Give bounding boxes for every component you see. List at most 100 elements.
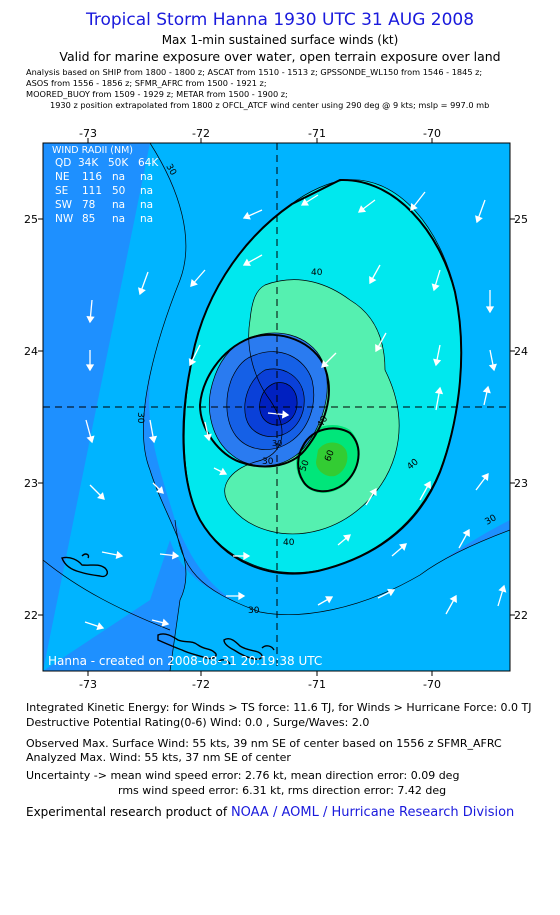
lat-label-right: 25 bbox=[514, 213, 528, 226]
radii-cell: 116 bbox=[82, 171, 102, 183]
wind-arrow bbox=[242, 254, 263, 266]
radii-cell: SW bbox=[55, 199, 73, 211]
wind-arrow bbox=[213, 467, 228, 476]
wind-band-70 bbox=[316, 442, 348, 477]
radii-cell: na bbox=[112, 213, 125, 225]
wind-field: 30 40 50 60 30 40 30 30 30 40 30 40 WIND… bbox=[43, 143, 510, 671]
radii-cell: NE bbox=[55, 171, 70, 183]
wind-arrow bbox=[267, 410, 290, 419]
product-credit: Experimental research product of NOAA / … bbox=[26, 805, 514, 820]
lat-label-right: 23 bbox=[514, 477, 528, 490]
wind-arrow bbox=[475, 199, 486, 224]
wind-arrow bbox=[434, 386, 444, 411]
lon-label-top: -72 bbox=[192, 127, 210, 140]
uncertainty-line-1: Uncertainty -> mean wind speed error: 2.… bbox=[26, 769, 460, 782]
wind-arrow bbox=[85, 350, 95, 372]
wind-arrow bbox=[485, 290, 495, 314]
lon-label-bottom: -72 bbox=[192, 678, 210, 691]
radii-cell: na bbox=[112, 199, 125, 211]
wind-radii-table: WIND RADII (NM) QD 34K 50K 64K NE 116 na na… bbox=[52, 145, 159, 225]
radii-header: QD bbox=[55, 157, 71, 169]
dpr-line: Destructive Potential Rating(0-6) Wind: … bbox=[26, 716, 370, 729]
wind-arrow bbox=[375, 332, 387, 353]
wind-arrow bbox=[337, 534, 351, 546]
lon-label-top: -70 bbox=[423, 127, 441, 140]
lon-label-top: -73 bbox=[79, 127, 97, 140]
lon-label-bottom: -70 bbox=[423, 678, 441, 691]
hrd-link[interactable]: NOAA / AOML / Hurricane Research Divisio… bbox=[230, 805, 515, 820]
wind-arrow bbox=[488, 349, 497, 372]
lat-labels: 25 24 23 22 25 24 23 22 bbox=[24, 213, 528, 622]
wind-arrow bbox=[497, 584, 507, 607]
wind-arrow bbox=[458, 528, 470, 549]
analysis-line-1: Analysis based on SHIP from 1800 - 1800 … bbox=[26, 67, 483, 77]
radii-cell: na bbox=[140, 185, 153, 197]
wind-arrow bbox=[410, 191, 426, 211]
lat-label-left: 23 bbox=[24, 477, 38, 490]
lon-label-top: -71 bbox=[308, 127, 326, 140]
wind-arrow bbox=[226, 591, 246, 601]
wind-arrow bbox=[148, 419, 158, 444]
lat-label-left: 22 bbox=[24, 609, 38, 622]
contour-label: 40 bbox=[311, 268, 323, 278]
lon-label-bottom: -73 bbox=[79, 678, 97, 691]
ike-line: Integrated Kinetic Energy: for Winds > T… bbox=[26, 701, 532, 714]
radii-cell: 78 bbox=[82, 199, 95, 211]
radii-cell: na bbox=[140, 213, 153, 225]
wind-arrow bbox=[431, 269, 441, 292]
wind-arrow bbox=[475, 472, 489, 491]
radii-cell: SE bbox=[55, 185, 68, 197]
wind-arrow bbox=[233, 551, 251, 561]
analysis-line-2: ASOS from 1556 - 1856 z; SFMR_AFRC from … bbox=[26, 78, 267, 88]
thick-contours bbox=[182, 178, 463, 575]
radii-cell: NW bbox=[55, 213, 74, 225]
wind-arrow bbox=[482, 385, 491, 406]
wind-arrow bbox=[89, 484, 105, 500]
wind-arrow bbox=[365, 487, 377, 506]
wind-arrow bbox=[317, 596, 334, 606]
axis-ticks bbox=[38, 138, 515, 676]
wind-arrow bbox=[86, 299, 95, 324]
island-outlines bbox=[61, 553, 275, 665]
analysis-line-3: MOORED_BUOY from 1509 - 1929 z; METAR fr… bbox=[26, 89, 288, 99]
wind-arrow bbox=[85, 419, 95, 444]
wind-arrow bbox=[203, 421, 212, 442]
radii-cell: na bbox=[140, 171, 153, 183]
product-prefix: Experimental research product of bbox=[26, 805, 228, 819]
wind-arrow bbox=[300, 194, 319, 206]
validity-note: Valid for marine exposure over water, op… bbox=[59, 49, 501, 64]
contour-label: 30 bbox=[248, 606, 260, 616]
lat-label-right: 22 bbox=[514, 609, 528, 622]
radii-header: 50K bbox=[108, 157, 129, 169]
lat-label-left: 25 bbox=[24, 213, 38, 226]
map-subtitle: Max 1-min sustained surface winds (kt) bbox=[161, 33, 399, 47]
map-credit: Hanna - created on 2008-08-31 20:19:38 U… bbox=[48, 654, 322, 668]
contour-label: 50 bbox=[298, 459, 311, 473]
contour-label: 30 bbox=[272, 439, 282, 448]
wind-band-30 bbox=[43, 143, 510, 671]
wind-arrow bbox=[188, 344, 201, 367]
radii-cell: 50 bbox=[112, 185, 125, 197]
wind-arrow bbox=[84, 621, 105, 631]
contour-label: 60 bbox=[323, 449, 336, 463]
observed-max-wind: Observed Max. Surface Wind: 55 kts, 39 n… bbox=[26, 737, 502, 750]
radii-cell: 111 bbox=[82, 185, 102, 197]
wind-arrow bbox=[369, 264, 381, 285]
wind-arrow bbox=[391, 543, 407, 557]
contour-label: 30 bbox=[262, 457, 274, 467]
contour-label-40-south: 40 bbox=[283, 538, 295, 548]
radii-cell: na bbox=[140, 199, 153, 211]
wind-arrow bbox=[159, 551, 180, 560]
page-title: Tropical Storm Hanna 1930 UTC 31 AUG 200… bbox=[85, 10, 475, 30]
radii-cell: na bbox=[112, 171, 125, 183]
axis-labels: -73 -72 -71 -70 -73 -72 -71 -70 bbox=[79, 127, 441, 691]
contour-label: 30 bbox=[135, 412, 145, 424]
wind-arrow bbox=[377, 588, 396, 599]
wind-arrow bbox=[321, 352, 337, 368]
wind-arrow bbox=[190, 269, 206, 287]
map-frame bbox=[42, 142, 511, 672]
radii-header: 64K bbox=[138, 157, 159, 169]
wind-map: 30 40 50 60 30 40 30 30 30 40 30 40 WIND… bbox=[24, 127, 528, 691]
analysis-line-4: 1930 z position extrapolated from 1800 z… bbox=[50, 100, 490, 110]
wind-vectors bbox=[84, 191, 507, 631]
